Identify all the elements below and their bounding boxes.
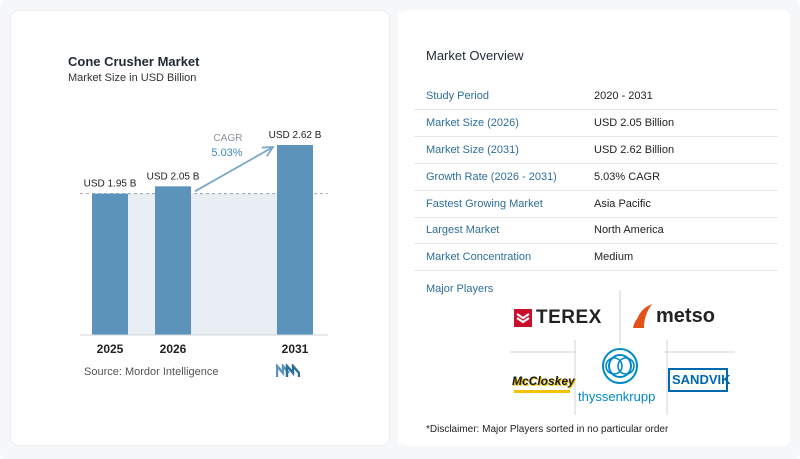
chart-subtitle: Market Size in USD Billion: [68, 72, 197, 84]
x-tick-label: 2025: [97, 342, 124, 356]
overview-row: Market Concentration Medium: [414, 245, 778, 271]
overview-label: Largest Market: [426, 224, 500, 236]
metso-mark-icon: [633, 304, 652, 328]
thyssenkrupp-rings-icon: [602, 348, 638, 384]
overview-value: 5.03% CAGR: [594, 171, 661, 183]
overview-label: Growth Rate (2026 - 2031): [426, 171, 557, 183]
data-label: USD 2.62 B: [269, 130, 322, 141]
disclaimer-text: *Disclaimer: Major Players sorted in no …: [426, 424, 669, 435]
data-label: USD 2.05 B: [147, 171, 200, 182]
overview-value: Medium: [594, 251, 634, 263]
overview-row: Market Size (2031) USD 2.62 Billion: [414, 138, 778, 164]
cagr-value: 5.03%: [211, 147, 242, 159]
terex-logo: TEREX: [514, 307, 618, 329]
mordor-intelligence-logo-icon: [276, 364, 300, 377]
x-tick-label: 2031: [282, 342, 309, 356]
sandvik-logo: SANDVIK: [668, 368, 731, 392]
cagr-arrow-head: [261, 146, 275, 157]
overview-title: Market Overview: [426, 48, 524, 63]
thyssenkrupp-logo-text: thyssenkrupp: [578, 389, 656, 404]
terex-logo-text: TEREX: [536, 307, 602, 328]
sandvik-logo-text: SANDVIK: [672, 372, 731, 387]
overview-value: North America: [594, 224, 664, 236]
thyssenkrupp-logo: thyssenkrupp: [576, 344, 664, 410]
overview-row: Largest Market North America: [414, 218, 778, 244]
overview-label: Market Size (2026): [426, 117, 519, 129]
mccloskey-logo: McCloskey: [512, 372, 575, 396]
overview-label: Fastest Growing Market: [426, 198, 543, 210]
bar-chart: USD 1.95 B USD 2.05 B USD 2.62 B 2025 2026 20…: [80, 130, 328, 356]
metso-logo-text: metso: [656, 305, 715, 327]
bar: [277, 145, 313, 335]
x-tick-label: 2026: [160, 342, 187, 356]
data-label: USD 1.95 B: [84, 179, 137, 190]
source-text: Source: Mordor Intelligence: [84, 366, 219, 378]
overview-label: Market Concentration: [426, 251, 532, 263]
overview-row: Market Size (2026) USD 2.05 Billion: [414, 111, 778, 137]
overview-label: Study Period: [426, 90, 489, 102]
overview-value: USD 2.62 Billion: [594, 144, 675, 156]
overview-value: Asia Pacific: [594, 198, 651, 210]
metso-logo: metso: [632, 302, 724, 332]
bar: [155, 186, 191, 335]
cagr-label: CAGR: [214, 133, 243, 144]
overview-label: Market Size (2031): [426, 144, 519, 156]
overview-value: 2020 - 2031: [594, 90, 653, 102]
mccloskey-underline: [514, 390, 570, 393]
terex-mark-icon: [514, 309, 532, 327]
overview-row: Fastest Growing Market Asia Pacific: [414, 192, 778, 218]
bar: [92, 193, 128, 335]
cagr-arrow-line: [194, 146, 274, 193]
mccloskey-logo-text: McCloskey: [512, 374, 575, 388]
chart-title: Cone Crusher Market: [68, 54, 200, 69]
overview-value: USD 2.05 Billion: [594, 117, 675, 129]
overview-row: Study Period 2020 - 2031: [414, 84, 778, 110]
major-players-title: Major Players: [426, 283, 494, 295]
overview-row: Growth Rate (2026 - 2031) 5.03% CAGR: [414, 165, 778, 191]
